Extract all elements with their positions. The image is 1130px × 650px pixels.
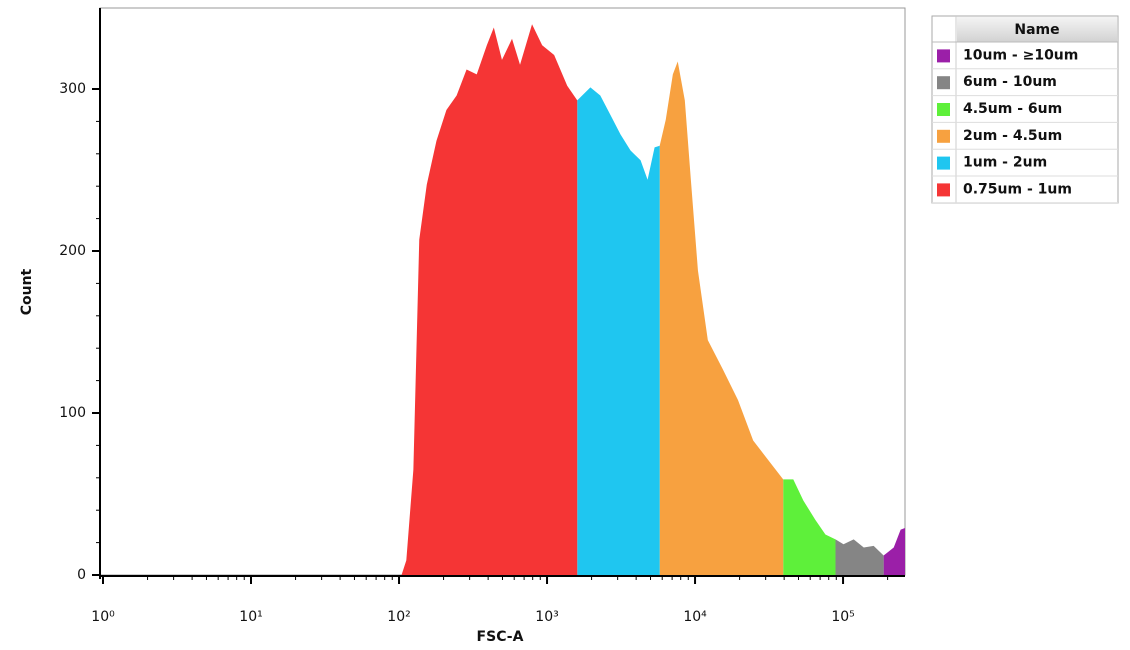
legend-header xyxy=(957,17,1117,42)
legend-label: 6um - 10um xyxy=(963,74,1057,90)
y-tick-label: 200 xyxy=(59,243,86,259)
area xyxy=(659,61,784,575)
area xyxy=(835,539,884,575)
legend-swatch xyxy=(937,129,950,143)
x-tick-label: 10⁰ xyxy=(91,609,115,625)
legend-label: 4.5um - 6um xyxy=(963,101,1062,117)
legend-swatch xyxy=(937,49,950,63)
x-axis-label: FSC-A xyxy=(477,629,524,645)
legend-box xyxy=(931,15,1119,204)
legend-swatch xyxy=(937,183,950,197)
legend-swatch xyxy=(937,103,950,116)
legend-label: 2um - 4.5um xyxy=(963,128,1062,144)
area xyxy=(883,528,905,575)
x-tick-label: 10¹ xyxy=(239,609,262,625)
x-tick-label: 10² xyxy=(387,609,410,625)
legend-title: Name xyxy=(1014,22,1059,38)
y-tick-label: 100 xyxy=(59,405,86,421)
area xyxy=(577,87,660,575)
legend-label: 0.75um - 1um xyxy=(963,181,1072,197)
legend-swatch xyxy=(937,156,950,170)
legend-label: 1um - 2um xyxy=(963,155,1047,171)
y-axis-label: Count xyxy=(19,268,35,315)
legend-swatch xyxy=(937,76,950,90)
y-tick-label: 0 xyxy=(77,567,86,583)
area xyxy=(783,479,836,575)
legend-label: 10um - ≥10um xyxy=(963,47,1078,63)
area xyxy=(401,24,578,575)
x-tick-label: 10⁴ xyxy=(683,609,707,625)
x-tick-label: 10³ xyxy=(535,609,558,625)
y-tick-label: 300 xyxy=(59,81,86,97)
x-tick-label: 10⁵ xyxy=(831,609,854,625)
